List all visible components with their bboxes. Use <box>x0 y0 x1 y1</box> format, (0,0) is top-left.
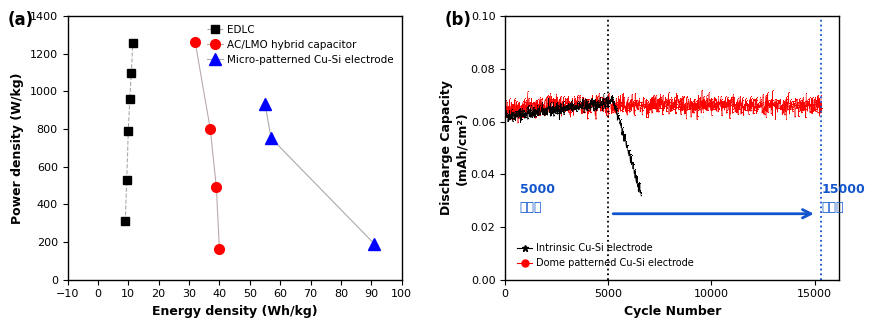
Legend: EDLC, AC/LMO hybrid capacitor, Micro-patterned Cu-Si electrode: EDLC, AC/LMO hybrid capacitor, Micro-pat… <box>203 21 396 68</box>
X-axis label: Cycle Number: Cycle Number <box>623 305 720 318</box>
Line: Intrinsic Cu-Si electrode: Intrinsic Cu-Si electrode <box>504 93 641 197</box>
Line: EDLC: EDLC <box>121 38 137 225</box>
Micro-patterned Cu-Si electrode <box>368 242 379 246</box>
Text: (a): (a) <box>7 11 33 29</box>
Y-axis label: Discharge Capacity
(mAh/cm²): Discharge Capacity (mAh/cm²) <box>439 81 467 215</box>
Dome patterned Cu-Si electrode <box>726 96 737 100</box>
Dome patterned Cu-Si electrode <box>604 102 615 106</box>
Intrinsic Cu-Si electrode <box>517 114 528 117</box>
Intrinsic Cu-Si electrode <box>587 106 597 110</box>
Intrinsic Cu-Si electrode <box>499 113 510 117</box>
Intrinsic Cu-Si electrode <box>565 105 575 109</box>
Micro-patterned Cu-Si electrode <box>260 102 270 106</box>
Line: Micro-patterned Cu-Si electrode: Micro-patterned Cu-Si electrode <box>259 98 380 249</box>
Intrinsic Cu-Si electrode <box>538 108 548 112</box>
AC/LMO hybrid capacitor <box>210 186 221 190</box>
Text: (b): (b) <box>445 11 472 29</box>
Legend: Intrinsic Cu-Si electrode, Dome patterned Cu-Si electrode: Intrinsic Cu-Si electrode, Dome patterne… <box>513 240 696 272</box>
Intrinsic Cu-Si electrode <box>614 122 624 126</box>
Dome patterned Cu-Si electrode <box>499 107 510 111</box>
Y-axis label: Power density (W/kg): Power density (W/kg) <box>11 72 24 224</box>
Micro-patterned Cu-Si electrode <box>266 136 276 140</box>
EDLC <box>126 71 137 75</box>
Text: 싸이클: 싸이클 <box>821 201 844 214</box>
EDLC <box>127 40 138 44</box>
EDLC <box>125 97 135 101</box>
Intrinsic Cu-Si electrode <box>536 101 546 105</box>
Intrinsic Cu-Si electrode <box>598 92 609 96</box>
Dome patterned Cu-Si electrode <box>652 107 663 111</box>
Text: 5000: 5000 <box>519 183 554 196</box>
Text: 15000: 15000 <box>821 183 865 196</box>
EDLC <box>121 178 132 182</box>
AC/LMO hybrid capacitor <box>205 127 216 131</box>
Dome patterned Cu-Si electrode <box>696 89 707 92</box>
Intrinsic Cu-Si electrode <box>635 194 645 198</box>
Line: Dome patterned Cu-Si electrode: Dome patterned Cu-Si electrode <box>504 90 822 124</box>
Dome patterned Cu-Si electrode <box>512 121 523 125</box>
AC/LMO hybrid capacitor <box>189 39 200 43</box>
Dome patterned Cu-Si electrode <box>520 104 531 108</box>
Dome patterned Cu-Si electrode <box>630 104 640 108</box>
X-axis label: Energy density (Wh/kg): Energy density (Wh/kg) <box>152 305 317 318</box>
Dome patterned Cu-Si electrode <box>816 107 826 111</box>
AC/LMO hybrid capacitor <box>214 247 225 251</box>
Dome patterned Cu-Si electrode <box>578 105 588 109</box>
Line: AC/LMO hybrid capacitor: AC/LMO hybrid capacitor <box>190 37 224 254</box>
Text: 싸이클: 싸이클 <box>519 201 541 214</box>
EDLC <box>120 219 131 223</box>
EDLC <box>123 129 133 133</box>
